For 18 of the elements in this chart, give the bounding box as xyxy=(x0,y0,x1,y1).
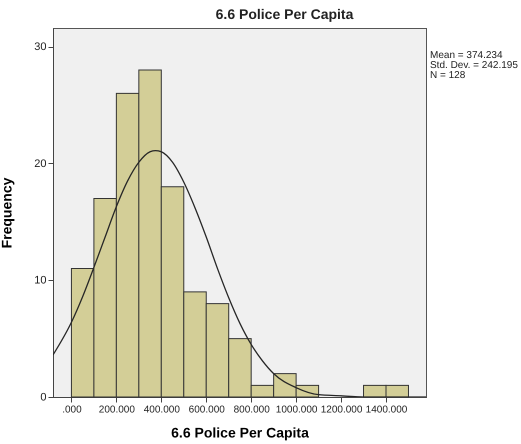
x-axis-title: 6.6 Police Per Capita xyxy=(171,424,310,440)
x-tick-label: 1000.000 xyxy=(276,404,318,416)
y-tick-label: 20 xyxy=(34,158,46,170)
text: N = 128 xyxy=(430,70,466,81)
chart-title: 6.6 Police Per Capita xyxy=(216,6,354,22)
text: Std. Dev. = 242.195 xyxy=(430,60,518,71)
y-tick-label: 10 xyxy=(34,274,46,287)
x-tick-label: 1200.000 xyxy=(320,404,363,416)
x-tick-label: 600.000 xyxy=(188,404,226,416)
x-tick-label: 800.000 xyxy=(234,404,270,416)
x-tick-label: 400.000 xyxy=(144,404,180,416)
x-tick-label: 1400.000 xyxy=(366,404,408,416)
text: Mean = 374.234 xyxy=(430,50,503,61)
y-tick-label: 30 xyxy=(34,41,46,54)
y-tick-label: 0 xyxy=(40,392,46,404)
x-tick-label: .000 xyxy=(62,404,82,416)
x-tick-label: 200.000 xyxy=(98,404,136,416)
y-axis-title: Frequency xyxy=(0,177,14,248)
